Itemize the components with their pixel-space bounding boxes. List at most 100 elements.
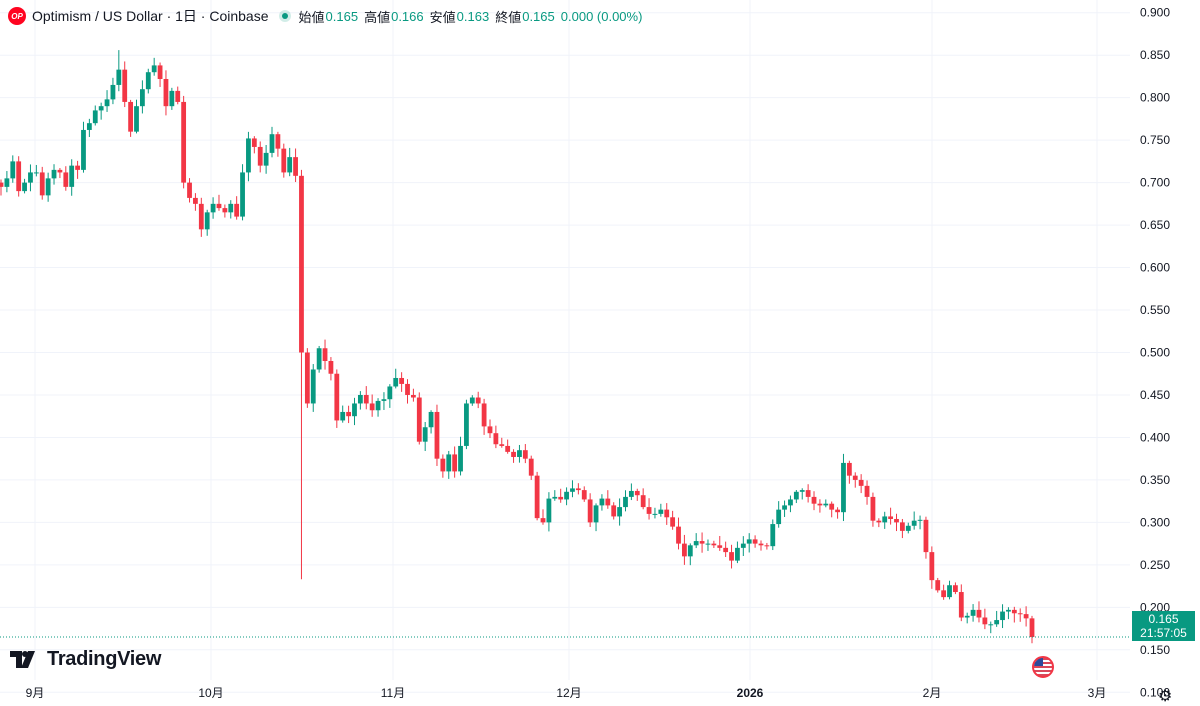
y-tick-label: 0.850 xyxy=(1140,48,1170,62)
x-axis[interactable]: 9月 10月 11月 12月 2026 2月 3月 xyxy=(26,686,1107,700)
market-status-icon[interactable] xyxy=(278,10,291,22)
candle-body xyxy=(799,490,805,492)
candle-body xyxy=(134,106,139,132)
candle-body xyxy=(517,450,522,457)
candle-body xyxy=(864,485,870,497)
candle-body xyxy=(163,78,169,107)
candle-body xyxy=(964,615,970,618)
open-value: 0.165 xyxy=(325,8,359,24)
candle-body xyxy=(428,411,434,428)
candle-body xyxy=(357,394,363,404)
candle-body xyxy=(481,403,487,427)
candle-body xyxy=(57,169,63,173)
candle-body xyxy=(988,624,994,626)
candle-body xyxy=(599,498,605,506)
candle-body xyxy=(234,203,240,217)
candle-body xyxy=(63,172,69,187)
symbol-title[interactable]: Optimism / US Dollar · 1日 · Coinbase xyxy=(32,8,269,24)
candle-body xyxy=(440,458,446,472)
candle-body xyxy=(416,397,422,442)
candle-body xyxy=(982,617,988,625)
candle-body xyxy=(899,522,905,531)
candle-body xyxy=(923,519,929,553)
candle-body xyxy=(310,369,316,404)
candle-body xyxy=(175,90,181,102)
candle-body xyxy=(711,543,717,546)
candle-body xyxy=(941,590,947,598)
candle-body xyxy=(393,377,399,387)
candle-body xyxy=(905,525,911,531)
candle-body xyxy=(51,169,57,179)
y-axis[interactable]: 0.900 0.850 0.800 0.750 0.700 0.650 0.600 0.550… xyxy=(1140,6,1170,700)
candle-body xyxy=(1000,611,1005,621)
candle-body xyxy=(475,397,481,404)
candle-body xyxy=(852,475,858,480)
candle-body xyxy=(564,491,569,500)
candle-body xyxy=(104,99,110,107)
candle-body xyxy=(269,134,275,153)
candle-body xyxy=(399,377,405,384)
candle-body xyxy=(316,348,322,370)
x-tick-label: 2026 xyxy=(737,686,764,700)
high-label: 高値 xyxy=(364,9,391,25)
candle-body xyxy=(1006,609,1011,612)
candle-body xyxy=(546,498,552,523)
candle-body xyxy=(493,433,499,445)
candle-body xyxy=(522,450,528,459)
candle-body xyxy=(363,394,369,404)
candle-body xyxy=(499,444,505,446)
candle-body xyxy=(811,496,817,504)
candle-body xyxy=(682,543,687,557)
candle-body xyxy=(458,445,463,472)
x-tick-label: 11月 xyxy=(381,686,405,700)
candle-body xyxy=(687,545,693,557)
candle-body xyxy=(970,609,976,616)
candle-body xyxy=(246,138,251,173)
candle-body xyxy=(664,509,670,518)
candle-body xyxy=(976,609,982,618)
candle-body xyxy=(693,541,699,546)
candle-body xyxy=(381,399,387,401)
candle-body xyxy=(210,203,216,213)
candle-body xyxy=(876,520,882,523)
high-value: 0.166 xyxy=(391,8,424,24)
candle-body xyxy=(929,552,935,581)
y-tick-label: 0.900 xyxy=(1140,6,1170,20)
candle-body xyxy=(528,458,534,476)
y-tick-label: 0.650 xyxy=(1140,218,1170,232)
candle-body xyxy=(387,386,393,400)
close-label: 終値 xyxy=(495,9,522,25)
y-tick-label: 0.100 xyxy=(1140,685,1170,699)
candle-countdown: 21:57:05 xyxy=(1140,626,1187,640)
candle-body xyxy=(581,490,587,500)
candle-body xyxy=(776,509,782,525)
candle-body xyxy=(299,175,304,353)
candle-body xyxy=(328,360,334,374)
candle-body xyxy=(717,545,723,548)
settings-gear-icon[interactable]: ⚙ xyxy=(1158,688,1173,705)
candle-body xyxy=(181,101,187,183)
candle-body xyxy=(193,197,198,204)
candle-body xyxy=(735,547,740,561)
tradingview-text: TradingView xyxy=(47,648,162,670)
candle-body xyxy=(746,539,752,544)
y-tick-label: 0.800 xyxy=(1140,91,1170,105)
x-tick-label: 12月 xyxy=(556,686,581,700)
y-tick-label: 0.500 xyxy=(1140,346,1170,360)
candle-body xyxy=(487,426,493,434)
candles xyxy=(0,50,1035,644)
candle-body xyxy=(4,178,10,187)
us-flag-event-icon[interactable] xyxy=(1032,656,1054,678)
candle-body xyxy=(145,72,151,90)
y-tick-label: 0.750 xyxy=(1140,133,1170,147)
candle-body xyxy=(281,148,287,173)
tradingview-logo[interactable]: TradingView xyxy=(10,648,161,671)
candle-body xyxy=(634,490,640,496)
y-tick-label: 0.700 xyxy=(1140,176,1170,190)
candle-body xyxy=(994,620,1000,625)
candle-body xyxy=(1017,613,1023,615)
candle-body xyxy=(511,451,516,457)
y-tick-label: 0.600 xyxy=(1140,261,1170,275)
optimism-logo-icon: OP xyxy=(8,7,26,25)
